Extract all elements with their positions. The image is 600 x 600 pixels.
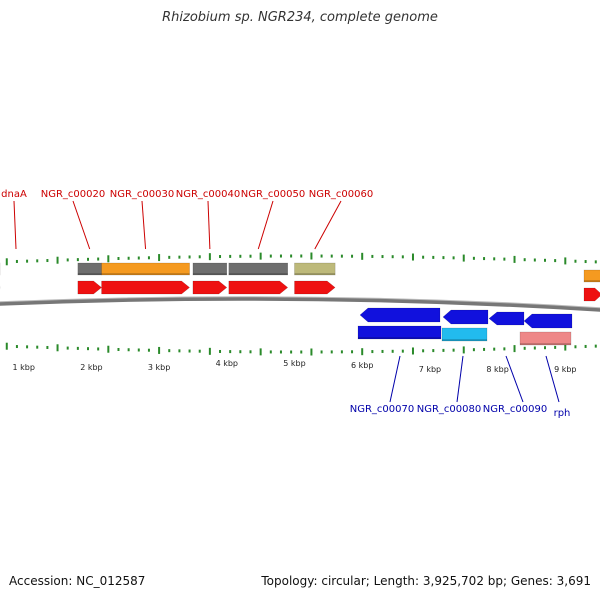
gene-label-reverse: NGR_c00090 (483, 404, 548, 415)
gene-label-connector (207, 200, 211, 250)
gene-feature-bar-shade (101, 273, 190, 275)
gene-label-reverse: rph (554, 408, 571, 419)
gene-label-connector (456, 355, 464, 403)
gene-feature-bar (294, 262, 336, 276)
gene-feature-bar-shade (192, 273, 227, 275)
gene-label-connector (13, 200, 17, 250)
map-title: Rhizobium sp. NGR234, complete genome (162, 10, 438, 25)
gene-label-connector (72, 200, 91, 250)
tick-marks-bottom (5, 342, 597, 356)
gene-feature-bar-shade (294, 273, 336, 275)
cds-arrow-reverse (359, 307, 441, 323)
gene-label-forward: NGR_c00040 (176, 189, 241, 200)
tick-marks-top (5, 252, 597, 266)
gene-feature-bar (192, 262, 228, 276)
gene-label-forward: dnaA (1, 189, 27, 200)
gene-labels: dnaA NGR_c00020 NGR_c00030 NGR_c00040 NGR_c0… (1, 189, 570, 419)
scale-label: 9 kbp (554, 365, 576, 374)
gene-feature-bar (357, 325, 442, 340)
gene-label-connector (545, 355, 560, 403)
gene-feature-bar-shade (442, 339, 487, 341)
cds-arrow-forward (192, 280, 228, 295)
gene-label-forward: NGR_c00030 (110, 189, 175, 200)
gene-label-reverse: NGR_c00070 (350, 404, 415, 415)
cds-arrow-forward-partial (583, 287, 600, 302)
gene-feature-bar (441, 327, 488, 342)
gene-feature-bar (519, 331, 572, 346)
cds-arrow-forward (77, 280, 102, 295)
cds-arrow-forward (101, 280, 190, 295)
gene-label-reverse: NGR_c00080 (417, 404, 482, 415)
gene-label-forward: NGR_c00060 (309, 189, 374, 200)
gene-feature-bar-partial-shade (584, 280, 600, 282)
cds-arrow-reverse (442, 309, 489, 325)
scale-label: 6 kbp (351, 361, 373, 370)
scale-label: 4 kbp (216, 359, 238, 368)
gene-label-forward: NGR_c00020 (41, 189, 106, 200)
cds-arrow-reverse (488, 311, 525, 326)
gene-features (0, 262, 600, 346)
cds-arrow-forward (294, 280, 336, 295)
accession-text: Accession: NC_012587 (9, 574, 146, 588)
scale-label: 3 kbp (148, 363, 170, 372)
gene-feature-bar-shade (77, 273, 102, 275)
genome-backbone (0, 296, 600, 312)
gene-feature-bar-partial (583, 269, 600, 283)
gene-feature-bar-shade (358, 337, 441, 339)
genome-backbone-highlight (0, 296, 600, 309)
gene-feature-bar (101, 262, 190, 276)
genome-summary: Topology: circular; Length: 3,925,702 bp… (261, 574, 591, 588)
gene-label-connector (505, 355, 524, 403)
gene-label-connector (257, 200, 274, 250)
cds-arrow-reverse (523, 313, 573, 329)
scale-label: 1 kbp (12, 363, 34, 372)
scale-label: 5 kbp (283, 359, 305, 368)
gene-label-forward: NGR_c00050 (241, 189, 306, 200)
scale-label: 8 kbp (486, 365, 508, 374)
scale-labels: 1 kbp 2 kbp 3 kbp 4 kbp 5 kbp 6 kbp 7 kbp 8 kbp… (12, 359, 576, 374)
gene-feature-bar-shade (520, 343, 571, 345)
gene-label-connector (314, 200, 342, 250)
cds-arrow-forward (228, 280, 289, 295)
scale-label: 2 kbp (80, 363, 102, 372)
gene-label-connector (389, 355, 401, 403)
gene-label-connector (141, 200, 147, 250)
gene-feature-bar-shade (228, 273, 288, 275)
gene-feature-bar (228, 262, 288, 276)
scale-label: 7 kbp (419, 365, 441, 374)
